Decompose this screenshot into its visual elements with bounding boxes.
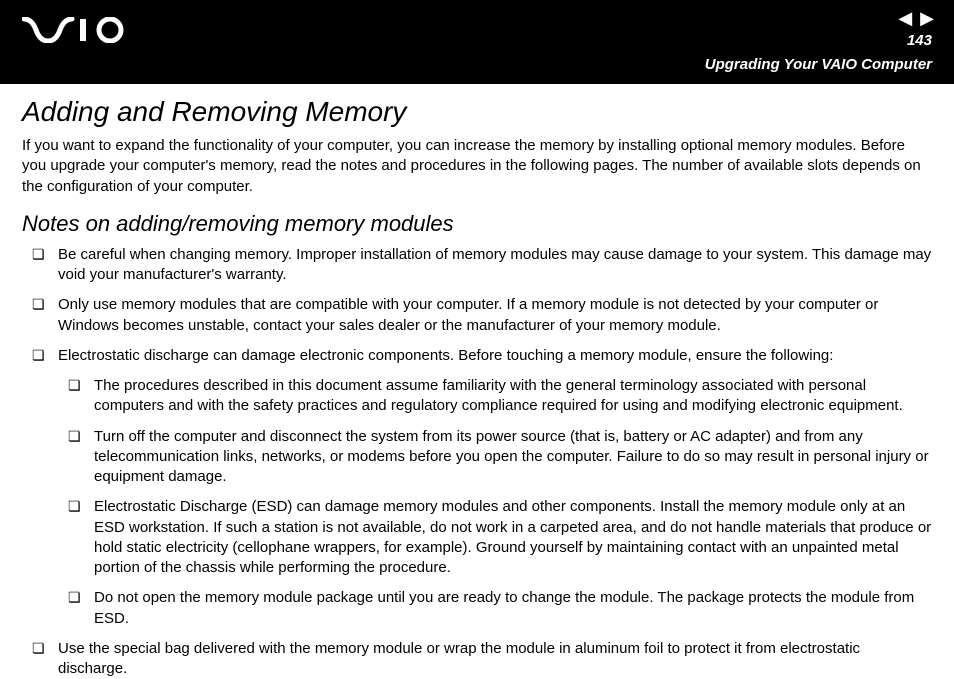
prev-page-arrow[interactable]: ◀ — [898, 8, 912, 29]
sub-list: The procedures described in this documen… — [58, 376, 932, 629]
list-item: Use the special bag delivered with the m… — [22, 639, 932, 679]
list-item: Electrostatic Discharge (ESD) can damage… — [58, 497, 932, 578]
list-item-text: Electrostatic discharge can damage elect… — [58, 347, 833, 364]
list-item: Electrostatic discharge can damage elect… — [22, 346, 932, 629]
intro-paragraph: If you want to expand the functionality … — [22, 136, 932, 197]
notes-list: Be careful when changing memory. Imprope… — [22, 245, 932, 679]
list-item: Be careful when changing memory. Imprope… — [22, 245, 932, 286]
page-title: Adding and Removing Memory — [22, 96, 932, 128]
vaio-logo — [22, 14, 132, 51]
list-item: Do not open the memory module package un… — [58, 588, 932, 629]
list-item: Only use memory modules that are compati… — [22, 295, 932, 336]
next-page-arrow[interactable]: ▶ — [920, 8, 934, 29]
page-content: Adding and Removing Memory If you want t… — [0, 84, 954, 679]
list-item: Turn off the computer and disconnect the… — [58, 427, 932, 488]
page-header: ◀ ▶ 143 Upgrading Your VAIO Computer — [0, 0, 954, 84]
page-number: 143 — [907, 32, 932, 49]
breadcrumb: Upgrading Your VAIO Computer — [705, 56, 932, 73]
section-subtitle: Notes on adding/removing memory modules — [22, 211, 932, 237]
nav-arrows: ◀ ▶ — [898, 8, 934, 29]
list-item: The procedures described in this documen… — [58, 376, 932, 417]
